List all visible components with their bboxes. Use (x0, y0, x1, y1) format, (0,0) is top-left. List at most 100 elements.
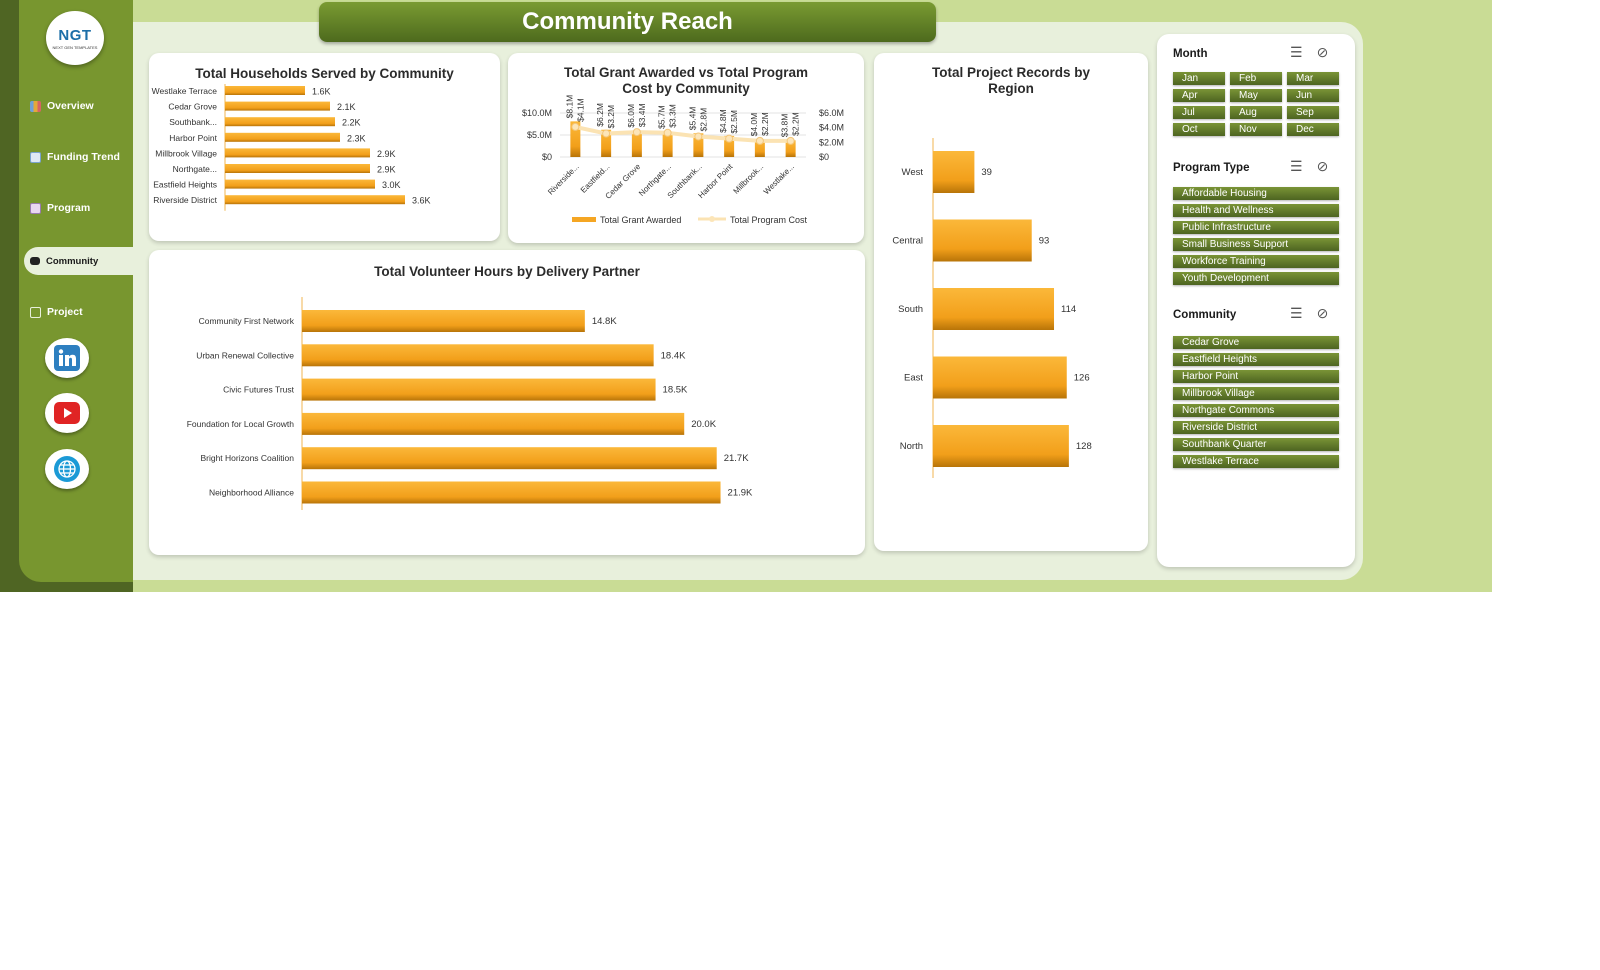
legend-label-cost: Total Program Cost (730, 215, 808, 225)
multi-select-icon[interactable]: ☰ (1290, 44, 1303, 60)
slicer-chip-community[interactable]: Riverside District (1173, 421, 1339, 434)
grant-data-label: $4.8M (718, 109, 728, 133)
grant-cost-chart-card: Total Grant Awarded vs Total Program Cos… (508, 53, 864, 243)
grant-bar (754, 139, 765, 157)
sidebar-item-label: Community (46, 255, 99, 267)
page-title: Community Reach (319, 2, 936, 42)
legend-marker-cost (709, 216, 715, 222)
sidebar-item-project[interactable]: Project (30, 306, 83, 318)
category-label: Civic Futures Trust (223, 385, 294, 395)
sidebar-item-funding-trend[interactable]: Funding Trend (30, 151, 120, 163)
slicer-chip-program-type[interactable]: Public Infrastructure (1173, 221, 1339, 234)
category-label: Eastfield... (579, 162, 612, 195)
ngt-logo: NGT NEXT GEN TEMPLATES (46, 11, 104, 65)
dashboard-background: NGT NEXT GEN TEMPLATES Overview Funding … (0, 0, 1492, 592)
data-label: 21.7K (724, 453, 749, 464)
clear-filter-icon[interactable]: ⊘ (1316, 158, 1329, 174)
cost-data-label: $3.3M (668, 104, 678, 128)
sidebar-item-overview[interactable]: Overview (30, 100, 94, 112)
data-label: 1.6K (312, 87, 331, 97)
slicer-chip-month[interactable]: May (1230, 89, 1282, 102)
program-type-slicer-title: Program Type (1173, 162, 1250, 174)
slicer-chip-month[interactable]: Jan (1173, 72, 1225, 85)
logo-text: NGT (58, 26, 92, 44)
slicer-chip-program-type[interactable]: Affordable Housing (1173, 187, 1339, 200)
data-label: 21.9K (728, 488, 753, 499)
slicer-chip-community[interactable]: Northgate Commons (1173, 404, 1339, 417)
slicer-chip-month[interactable]: Dec (1287, 123, 1339, 136)
category-label: South (898, 304, 923, 315)
category-label: North (900, 441, 923, 452)
cost-data-label: $2.8M (698, 108, 708, 132)
notepad-icon (30, 202, 41, 214)
y-left-tick: $0 (542, 152, 552, 162)
data-label: 114 (1061, 304, 1076, 315)
data-label: 3.0K (382, 180, 401, 190)
slicer-chip-month[interactable]: Jul (1173, 106, 1225, 119)
category-label: Southbank... (169, 117, 217, 127)
slicer-chip-month[interactable]: Aug (1230, 106, 1282, 119)
linkedin-icon (54, 345, 80, 371)
slicer-chip-program-type[interactable]: Health and Wellness (1173, 204, 1339, 217)
multi-select-icon[interactable]: ☰ (1290, 305, 1303, 321)
grant-data-label: $8.1M (564, 95, 574, 119)
slicer-chip-month[interactable]: Jun (1287, 89, 1339, 102)
slicer-chip-community[interactable]: Millbrook Village (1173, 387, 1339, 400)
slicer-chip-program-type[interactable]: Small Business Support (1173, 238, 1339, 251)
chart-title: Total Volunteer Hours by Delivery Partne… (374, 264, 640, 279)
multi-select-icon[interactable]: ☰ (1290, 158, 1303, 174)
clear-filter-icon[interactable]: ⊘ (1316, 44, 1329, 60)
sidebar-item-community[interactable]: Community (24, 247, 134, 275)
sidebar-item-program[interactable]: Program (30, 202, 90, 214)
bar (302, 310, 585, 332)
category-label: East (904, 373, 923, 384)
grant-data-label: $6.2M (595, 103, 605, 127)
slicer-chip-community[interactable]: Harbor Point (1173, 370, 1339, 383)
grant-bar (570, 121, 581, 157)
category-label: Northgate... (173, 164, 217, 174)
slicer-chip-month[interactable]: Feb (1230, 72, 1282, 85)
cost-point (571, 122, 580, 131)
slicer-chip-community[interactable]: Eastfield Heights (1173, 353, 1339, 366)
website-button[interactable] (45, 449, 89, 489)
linkedin-button[interactable] (45, 338, 89, 378)
grant-bar (631, 130, 642, 157)
sidebar (19, 0, 133, 582)
grant-cost-chart: $10.0M $5.0M $0 $6.0M $4.0M $2.0M $0 $8.1M $6.2M… (522, 95, 844, 225)
category-label: West (902, 167, 924, 178)
cost-point (663, 128, 672, 137)
category-label: Millbrook... (732, 162, 766, 196)
category-label: Community First Network (199, 316, 295, 326)
data-label: 2.2K (342, 118, 361, 128)
data-label: 3.6K (412, 196, 431, 206)
clear-filter-icon[interactable]: ⊘ (1316, 305, 1329, 321)
slicer-chip-month[interactable]: Sep (1287, 106, 1339, 119)
sidebar-item-label: Overview (47, 100, 94, 112)
youtube-icon (54, 402, 80, 424)
slicer-chip-month[interactable]: Mar (1287, 72, 1339, 85)
grant-data-label: $4.0M (749, 113, 759, 137)
bar (225, 101, 330, 111)
logo-subtext: NEXT GEN TEMPLATES (52, 44, 98, 50)
legend-label-grant: Total Grant Awarded (600, 215, 681, 225)
bar (225, 164, 370, 173)
slicer-chip-program-type[interactable]: Workforce Training (1173, 255, 1339, 268)
category-label: Millbrook Village (155, 148, 217, 158)
category-label: Eastfield Heights (153, 180, 217, 190)
slicer-chip-community[interactable]: Westlake Terrace (1173, 455, 1339, 468)
category-label: Central (892, 236, 923, 247)
bar (933, 219, 1032, 262)
slicer-chip-program-type[interactable]: Youth Development (1173, 272, 1339, 285)
grant-data-label: $5.7M (657, 105, 667, 129)
slicer-chip-month[interactable]: Nov (1230, 123, 1282, 136)
slicer-chip-month[interactable]: Oct (1173, 123, 1225, 136)
region-chart: West 39 Central 93 South 114 East 126 North 128 (892, 138, 1092, 478)
youtube-button[interactable] (45, 393, 89, 433)
slicer-chip-community[interactable]: Cedar Grove (1173, 336, 1339, 349)
y-left-tick: $10.0M (522, 108, 552, 118)
slicer-chip-month[interactable]: Apr (1173, 89, 1225, 102)
chart-title: Total Grant Awarded vs Total Program Cos… (563, 65, 809, 96)
cost-point (725, 134, 734, 143)
volunteer-chart-card: Total Volunteer Hours by Delivery Partne… (149, 250, 865, 555)
slicer-chip-community[interactable]: Southbank Quarter (1173, 438, 1339, 451)
